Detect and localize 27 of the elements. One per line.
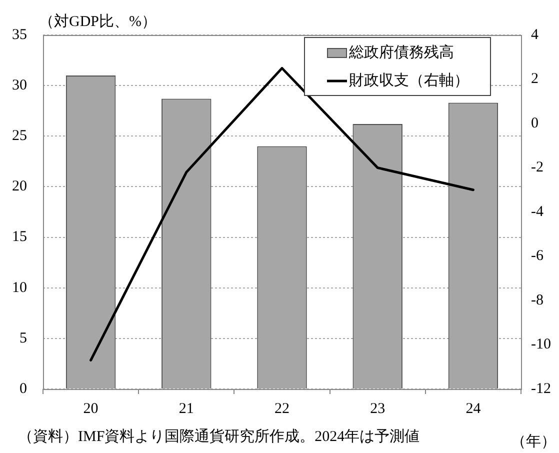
y2-tick-label: -8 — [531, 292, 544, 308]
x-tick-label: 23 — [370, 400, 386, 417]
y-axis-title: （対GDP比、%） — [39, 12, 157, 30]
y-tick-label: 20 — [12, 178, 27, 195]
y2-tick-label: -4 — [531, 204, 544, 220]
legend-label: 財政収支（右軸） — [349, 72, 469, 89]
y2-tick-label: -6 — [531, 248, 544, 264]
y-tick-label: 25 — [12, 128, 27, 144]
y-tick-label: 35 — [12, 26, 27, 43]
x-tick-label: 24 — [466, 400, 482, 417]
y-tick-label: 15 — [12, 229, 27, 246]
y2-tick-label: 0 — [531, 115, 538, 132]
y-tick-label: 0 — [20, 380, 27, 397]
y-tick-label: 10 — [12, 280, 27, 296]
y2-tick-label: 4 — [531, 26, 539, 43]
y-tick-label: 30 — [12, 78, 27, 94]
y2-tick-label: -12 — [531, 380, 551, 397]
y2-tick-label: -2 — [531, 160, 544, 176]
x-tick-label: 22 — [274, 400, 290, 417]
x-tick-label: 21 — [178, 400, 194, 417]
y2-tick-label: -10 — [531, 336, 551, 353]
x-axis-title: （年） — [511, 432, 556, 450]
text: （資料）IMF資料より国際通貨研究所作成。2024年は予測値 — [18, 428, 420, 445]
y-tick-label: 5 — [20, 330, 27, 346]
x-tick-label: 20 — [83, 400, 98, 417]
legend-label: 総政府債務残高 — [348, 44, 454, 61]
y2-tick-label: 2 — [531, 71, 538, 88]
